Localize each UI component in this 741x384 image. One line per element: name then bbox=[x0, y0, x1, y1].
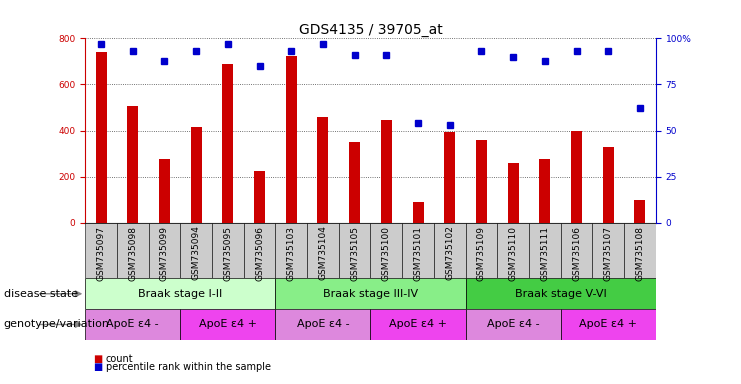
Text: GSM735105: GSM735105 bbox=[350, 225, 359, 280]
Text: GSM735095: GSM735095 bbox=[223, 225, 233, 280]
FancyBboxPatch shape bbox=[561, 309, 656, 340]
FancyBboxPatch shape bbox=[592, 223, 624, 278]
FancyBboxPatch shape bbox=[85, 309, 180, 340]
Text: GSM735106: GSM735106 bbox=[572, 225, 581, 280]
Bar bbox=[254, 171, 265, 223]
Bar bbox=[476, 140, 487, 223]
Text: GSM735099: GSM735099 bbox=[160, 225, 169, 280]
FancyBboxPatch shape bbox=[370, 309, 465, 340]
FancyBboxPatch shape bbox=[85, 223, 117, 278]
Bar bbox=[444, 132, 455, 223]
Text: GSM735109: GSM735109 bbox=[477, 225, 486, 280]
Bar bbox=[127, 106, 139, 223]
Text: Braak stage I-II: Braak stage I-II bbox=[138, 289, 222, 299]
Text: GSM735110: GSM735110 bbox=[508, 225, 518, 280]
Bar bbox=[286, 56, 297, 223]
FancyBboxPatch shape bbox=[276, 278, 465, 309]
Bar bbox=[508, 163, 519, 223]
FancyBboxPatch shape bbox=[244, 223, 276, 278]
FancyBboxPatch shape bbox=[402, 223, 434, 278]
Bar bbox=[413, 202, 424, 223]
FancyBboxPatch shape bbox=[180, 309, 276, 340]
Bar bbox=[159, 159, 170, 223]
FancyBboxPatch shape bbox=[85, 278, 276, 309]
FancyBboxPatch shape bbox=[117, 223, 149, 278]
Text: GSM735111: GSM735111 bbox=[540, 225, 549, 280]
Bar bbox=[602, 147, 614, 223]
Text: GSM735096: GSM735096 bbox=[255, 225, 264, 280]
FancyBboxPatch shape bbox=[307, 223, 339, 278]
Text: GSM735094: GSM735094 bbox=[192, 225, 201, 280]
Text: genotype/variation: genotype/variation bbox=[4, 319, 110, 329]
Text: GSM735098: GSM735098 bbox=[128, 225, 137, 280]
FancyBboxPatch shape bbox=[624, 223, 656, 278]
Bar bbox=[539, 159, 551, 223]
Text: ApoE ε4 +: ApoE ε4 + bbox=[199, 319, 257, 329]
FancyBboxPatch shape bbox=[434, 223, 465, 278]
Text: Braak stage III-IV: Braak stage III-IV bbox=[323, 289, 418, 299]
FancyBboxPatch shape bbox=[276, 223, 307, 278]
FancyBboxPatch shape bbox=[465, 223, 497, 278]
Text: ApoE ε4 -: ApoE ε4 - bbox=[296, 319, 349, 329]
Text: GSM735107: GSM735107 bbox=[604, 225, 613, 280]
FancyBboxPatch shape bbox=[529, 223, 561, 278]
Bar bbox=[190, 127, 202, 223]
Text: ApoE ε4 +: ApoE ε4 + bbox=[579, 319, 637, 329]
Text: disease state: disease state bbox=[4, 289, 78, 299]
Text: GSM735101: GSM735101 bbox=[413, 225, 422, 280]
Title: GDS4135 / 39705_at: GDS4135 / 39705_at bbox=[299, 23, 442, 37]
FancyBboxPatch shape bbox=[497, 223, 529, 278]
Bar bbox=[349, 142, 360, 223]
Text: GSM735104: GSM735104 bbox=[319, 225, 328, 280]
FancyBboxPatch shape bbox=[465, 278, 656, 309]
Text: count: count bbox=[106, 354, 133, 364]
Text: ApoE ε4 -: ApoE ε4 - bbox=[487, 319, 539, 329]
Text: Braak stage V-VI: Braak stage V-VI bbox=[515, 289, 607, 299]
FancyBboxPatch shape bbox=[370, 223, 402, 278]
Bar bbox=[634, 200, 645, 223]
FancyBboxPatch shape bbox=[561, 223, 592, 278]
Text: ApoE ε4 -: ApoE ε4 - bbox=[107, 319, 159, 329]
Text: percentile rank within the sample: percentile rank within the sample bbox=[106, 362, 271, 372]
Bar bbox=[381, 120, 392, 223]
Text: ApoE ε4 +: ApoE ε4 + bbox=[389, 319, 447, 329]
Text: ■: ■ bbox=[93, 354, 102, 364]
FancyBboxPatch shape bbox=[180, 223, 212, 278]
FancyBboxPatch shape bbox=[276, 309, 370, 340]
Bar bbox=[317, 117, 328, 223]
Text: GSM735103: GSM735103 bbox=[287, 225, 296, 280]
FancyBboxPatch shape bbox=[149, 223, 180, 278]
Text: GSM735102: GSM735102 bbox=[445, 225, 454, 280]
FancyBboxPatch shape bbox=[465, 309, 561, 340]
Text: GSM735100: GSM735100 bbox=[382, 225, 391, 280]
Text: GSM735108: GSM735108 bbox=[636, 225, 645, 280]
Text: GSM735097: GSM735097 bbox=[96, 225, 105, 280]
Bar bbox=[222, 64, 233, 223]
Bar bbox=[96, 52, 107, 223]
FancyBboxPatch shape bbox=[339, 223, 370, 278]
Bar bbox=[571, 131, 582, 223]
FancyBboxPatch shape bbox=[212, 223, 244, 278]
Text: ■: ■ bbox=[93, 362, 102, 372]
